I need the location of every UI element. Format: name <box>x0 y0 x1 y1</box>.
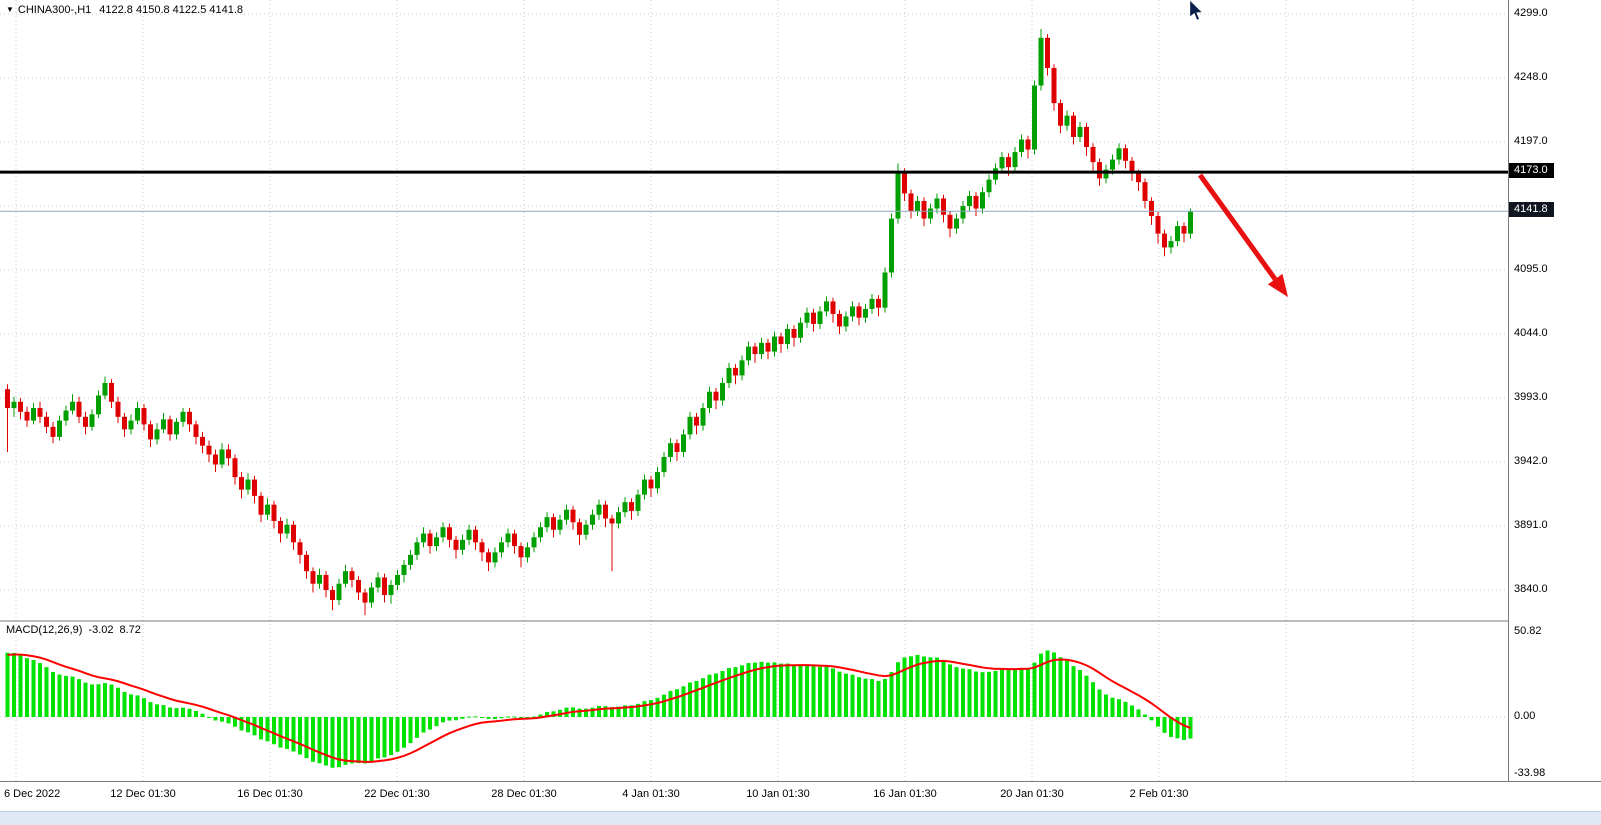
price-tick-label: 3993.0 <box>1514 391 1548 403</box>
chart-grid <box>0 0 1508 781</box>
time-axis-label: 6 Dec 2022 <box>4 788 61 800</box>
symbol-timeframe-label: CHINA300-,H1 <box>17 4 92 16</box>
macd-histogram <box>5 650 1193 768</box>
macd-tick-label: 50.82 <box>1514 624 1542 637</box>
price-tick-label: 3840.0 <box>1514 583 1548 595</box>
candlesticks <box>5 29 1193 616</box>
collapse-quote-icon[interactable]: ▼ <box>6 5 14 14</box>
price-chart-canvas[interactable] <box>0 0 1508 781</box>
time-axis-label: 22 Dec 01:30 <box>364 788 430 800</box>
macd-signal-value: 8.72 <box>119 624 141 636</box>
time-axis-label: 16 Jan 01:30 <box>873 788 937 800</box>
time-axis-label: 20 Jan 01:30 <box>1000 788 1064 800</box>
price-tick-label: 4095.0 <box>1514 263 1548 275</box>
macd-indicator-label: MACD(12,26,9) -3.02 8.72 <box>6 624 147 636</box>
symbol-quote-bar: ▼ CHINA300-,H1 4122.8 4150.8 4122.5 4141… <box>6 4 243 16</box>
price-tick-label: 3942.0 <box>1514 455 1548 467</box>
quote-ohlc-values: 4122.8 4150.8 4122.5 4141.8 <box>99 4 244 16</box>
time-axis-label: 16 Dec 01:30 <box>237 788 303 800</box>
time-axis-label: 28 Dec 01:30 <box>491 788 557 800</box>
price-tick-label: 4197.0 <box>1514 135 1548 147</box>
price-tick-label: 4299.0 <box>1514 7 1548 19</box>
time-axis-label: 12 Dec 01:30 <box>110 788 176 800</box>
mouse-cursor-icon <box>1189 0 1204 21</box>
time-axis-label: 10 Jan 01:30 <box>746 788 810 800</box>
macd-name: MACD(12,26,9) <box>6 624 83 636</box>
price-tick-label: 4044.0 <box>1514 327 1548 339</box>
window-bottom-edge <box>0 811 1601 825</box>
price-tick-label: 3891.0 <box>1514 519 1548 531</box>
price-axis[interactable]: 4173.0 4141.8 4299.0 4248.0 4197.0 4095.0 40… <box>1508 0 1601 781</box>
macd-signal-line <box>7 653 1191 763</box>
macd-main-value: -3.02 <box>88 624 114 636</box>
down-arrow-annotation[interactable] <box>1197 173 1288 297</box>
price-level-badge: 4173.0 <box>1509 163 1554 179</box>
macd-tick-label: 0.00 <box>1514 710 1536 722</box>
time-axis-label: 2 Feb 01:30 <box>1129 788 1189 800</box>
time-axis-label: 4 Jan 01:30 <box>622 788 680 800</box>
time-axis[interactable]: 6 Dec 2022 12 Dec 01:30 16 Dec 01:30 22 Dec… <box>0 781 1601 811</box>
price-tick-label: 4248.0 <box>1514 71 1548 83</box>
macd-tick-label: -33.98 <box>1514 767 1546 780</box>
bid-price-badge: 4141.8 <box>1509 202 1554 218</box>
